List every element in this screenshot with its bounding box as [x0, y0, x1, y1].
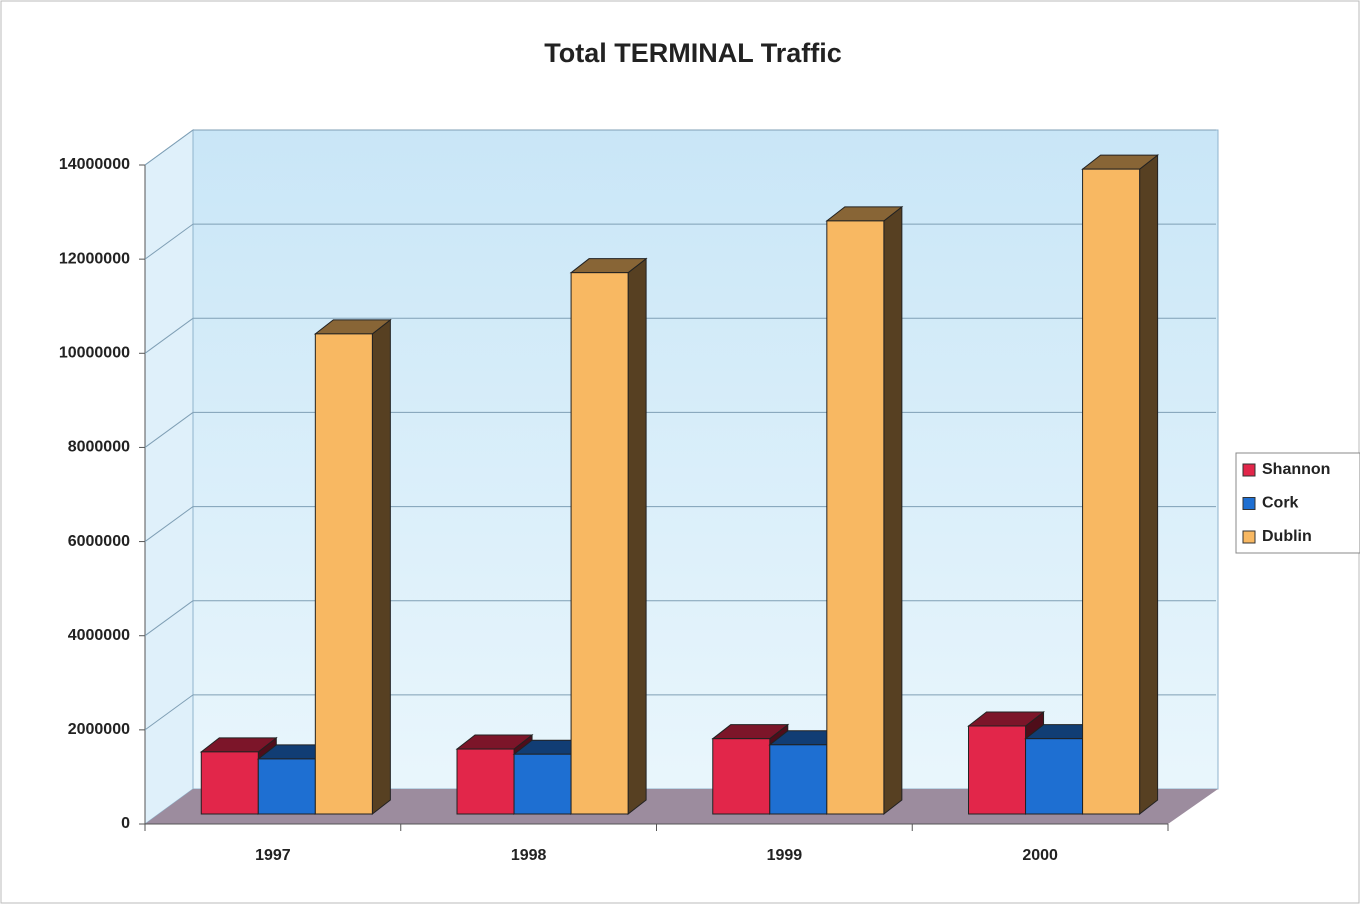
legend-label: Cork	[1262, 495, 1299, 512]
y-tick-label: 14000000	[59, 156, 130, 173]
grid-line	[144, 506, 194, 542]
grid-line	[144, 694, 194, 731]
grid-line	[144, 600, 194, 637]
bar	[968, 725, 1027, 815]
grid-line	[144, 412, 194, 448]
grid-line	[144, 223, 194, 260]
bar-side	[1139, 154, 1159, 816]
legend-swatch	[1242, 497, 1256, 510]
bar	[769, 744, 828, 815]
bar	[314, 333, 373, 815]
legend-label: Shannon	[1262, 461, 1330, 478]
legend-swatch	[1242, 463, 1256, 477]
x-tick-label: 2000	[1022, 847, 1058, 864]
y-tick-label: 2000000	[68, 721, 130, 738]
bar	[1082, 168, 1141, 815]
bar	[826, 220, 885, 815]
bar-side	[627, 257, 647, 816]
grid-line	[144, 129, 194, 166]
bar	[257, 758, 316, 815]
y-tick-label: 4000000	[68, 627, 130, 644]
floor	[145, 789, 1218, 824]
bar	[200, 751, 259, 815]
legend-label: Dublin	[1262, 528, 1312, 545]
y-tick-label: 10000000	[59, 345, 130, 362]
bar	[513, 753, 572, 815]
bar	[712, 738, 771, 815]
x-tick-label: 1999	[767, 847, 803, 864]
bar-side	[883, 205, 903, 816]
bar	[570, 272, 629, 815]
chart-title: Total TERMINAL Traffic	[544, 38, 842, 68]
x-tick-label: 1997	[255, 847, 291, 864]
legend	[1235, 452, 1360, 554]
bar	[1025, 738, 1084, 815]
grid-line	[144, 317, 194, 354]
side-wall	[144, 129, 194, 825]
y-tick-label: 8000000	[68, 439, 130, 456]
y-tick-label: 0	[121, 815, 130, 832]
y-tick-label: 12000000	[59, 250, 130, 267]
bar	[456, 748, 515, 815]
y-tick-label: 6000000	[68, 533, 130, 550]
x-tick-label: 1998	[511, 847, 547, 864]
bar-side	[371, 318, 391, 816]
legend-swatch	[1242, 530, 1256, 544]
